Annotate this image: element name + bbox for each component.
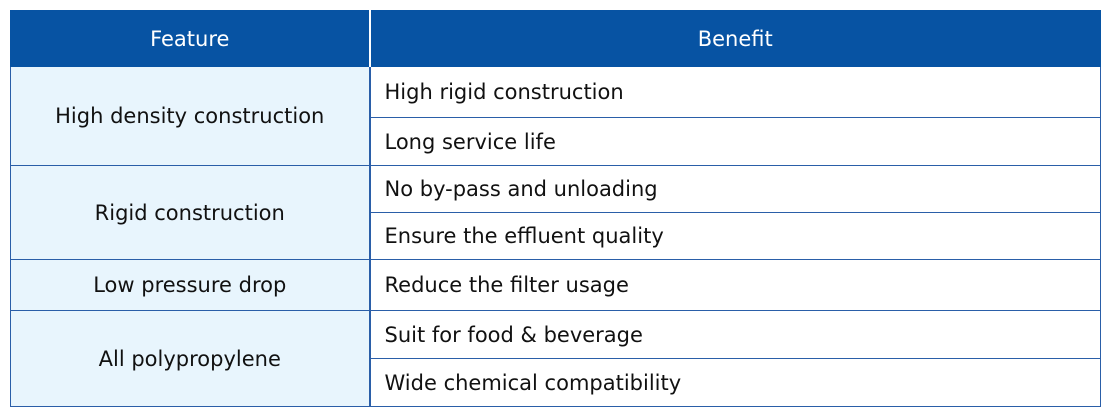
benefit-cell: No by-pass and unloading — [369, 165, 1101, 213]
benefit-column-header: Benefit — [369, 10, 1101, 67]
table-row: Wide chemical compatibility — [11, 358, 1101, 407]
benefit-cell: Long service life — [369, 117, 1101, 166]
table-row: Rigid construction No by-pass and unload… — [10, 165, 1101, 260]
benefit-cell: Ensure the effluent quality — [369, 212, 1101, 260]
table-body: High density construction High rigid con… — [10, 66, 1101, 407]
table-header: Feature Benefit — [10, 10, 1101, 67]
benefit-cell: Reduce the filter usage — [369, 259, 1101, 311]
table-row: Long service life — [11, 117, 1101, 166]
feature-cell: Rigid construction — [10, 165, 371, 260]
table-row: Low pressure drop Reduce the filter usag… — [10, 259, 1101, 311]
benefit-cell: High rigid construction — [369, 66, 1101, 118]
header-row: Feature Benefit — [10, 10, 1101, 67]
table-row: All polypropylene Suit for food & bevera… — [10, 310, 1101, 407]
feature-cell: Low pressure drop — [10, 259, 371, 311]
feature-column-header: Feature — [10, 10, 371, 67]
benefit-cell: Suit for food & beverage — [369, 310, 1101, 359]
feature-cell: High density construction — [10, 66, 371, 166]
table-row: High density construction High rigid con… — [10, 66, 1101, 166]
benefit-cell: Wide chemical compatibility — [369, 358, 1101, 407]
table-row: Ensure the effluent quality — [11, 212, 1101, 260]
feature-cell: All polypropylene — [10, 310, 371, 407]
feature-benefit-table: Feature Benefit High density constructio… — [10, 10, 1101, 407]
